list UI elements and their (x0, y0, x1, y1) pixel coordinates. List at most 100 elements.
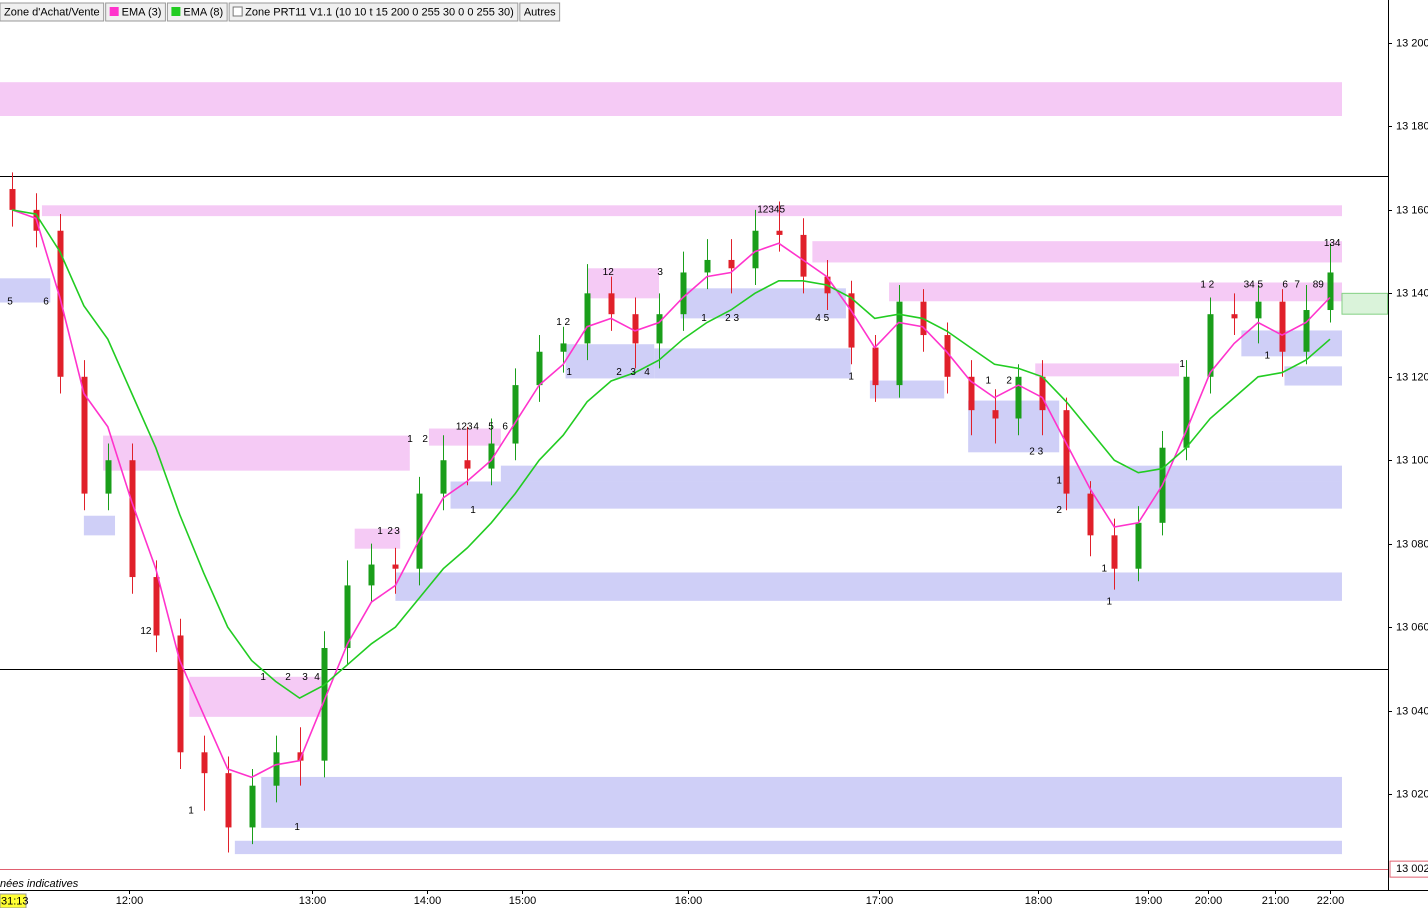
candle-body (968, 376, 975, 411)
cursor-label: 31:13 (1, 895, 29, 907)
zone-count-label: 2 (1056, 505, 1062, 516)
candle-body (1303, 310, 1310, 352)
candle-body (704, 259, 711, 273)
candle-body (1135, 522, 1142, 569)
zone-count-label: 1 2 (1200, 280, 1214, 291)
zone-count-label: 12345 (757, 205, 785, 216)
legend-label: EMA (3) (122, 6, 162, 18)
legend-tab-bg (166, 2, 228, 22)
candle-body (321, 647, 328, 761)
zone (354, 528, 401, 549)
candle-body (440, 460, 447, 494)
zone-count-label: 1 (701, 313, 707, 324)
y-tick-label: 13 040 (1396, 705, 1428, 717)
legend-label: Zone PRT11 V1.1 (10 10 t 15 200 0 255 30… (245, 6, 514, 18)
candle-body (536, 351, 543, 386)
zone-count-label: 2 (285, 672, 291, 683)
candle-body (752, 230, 759, 269)
candles (9, 172, 1334, 853)
zone (968, 400, 1060, 453)
candle-body (464, 460, 471, 469)
zone-count-label: 3 (630, 367, 636, 378)
legend-item: EMA (3) (105, 2, 166, 22)
candle-body (225, 773, 232, 828)
zone-count-label: 6 (502, 421, 508, 432)
last-price-box (1389, 860, 1428, 878)
zone-count-label: 12 (603, 267, 615, 278)
zone-count-label: 1 (1101, 563, 1107, 574)
candle-body (57, 230, 64, 377)
zone-count-label: 1 (407, 434, 413, 445)
zone-count-label: 3 (657, 267, 663, 278)
zone (83, 515, 116, 536)
x-tick-label: 13:00 (299, 895, 327, 907)
candle-body (1039, 376, 1046, 411)
zone-count-label: 2 (387, 526, 393, 537)
zone-count-label: 1 (188, 805, 194, 816)
zone (565, 344, 655, 379)
candle-body (608, 293, 615, 315)
x-tick-label: 20:00 (1195, 895, 1223, 907)
y-tick-label: 13 200 (1396, 37, 1428, 49)
zone-count-label: 1 (294, 822, 300, 833)
zone-count-label: 3 (394, 526, 400, 537)
candle-body (584, 293, 591, 344)
y-tick-label: 13 100 (1396, 454, 1428, 466)
y-tick-label: 13 020 (1396, 788, 1428, 800)
legend-label: Autres (524, 6, 556, 18)
candle-body (249, 785, 256, 828)
zone (1284, 366, 1342, 386)
time-axis-panel (0, 890, 1428, 908)
candle-body (1231, 314, 1238, 319)
zone (587, 268, 660, 299)
y-tick-label: 13 160 (1396, 204, 1428, 216)
zone (654, 348, 851, 379)
candle-body (1015, 376, 1022, 419)
candle-body (1183, 376, 1190, 448)
y-tick-label: 13 120 (1396, 371, 1428, 383)
x-tick-label: 14:00 (414, 895, 442, 907)
zone-count-label: 4 (473, 421, 479, 432)
zone-count-label: 2 (422, 434, 428, 445)
candle-body (632, 314, 639, 344)
zone-count-label: 1 (260, 672, 266, 683)
zone-count-label: 12 (140, 626, 152, 637)
y-tick-label: 13 140 (1396, 287, 1428, 299)
legend-label: Zone d'Achat/Vente (4, 6, 100, 18)
candle-body (81, 376, 88, 494)
zone-count-label: 1 (1264, 351, 1270, 362)
last-price-label: 13 002 (1396, 863, 1428, 875)
candle-body (560, 343, 567, 352)
zone-count-label: 1 (985, 376, 991, 387)
candle-body (344, 585, 351, 648)
candle-body (656, 314, 663, 344)
zone-count-label: 1 (1179, 359, 1185, 370)
legend-other: Autres (519, 2, 561, 22)
levels (0, 176, 1388, 870)
price-axis-panel (1388, 0, 1428, 890)
candle-body (1255, 301, 1262, 319)
zone-count-label: 7 (1294, 280, 1300, 291)
candle-body (177, 635, 184, 753)
candle-body (153, 577, 160, 636)
zone-count-label: 6 (1282, 280, 1288, 291)
zone-count-label: 5 (7, 296, 13, 307)
zone (812, 241, 1342, 263)
cursor-label-box (0, 893, 27, 908)
candle-body (1063, 410, 1070, 494)
zone-count-label: 1 (1107, 597, 1113, 608)
candle-body (944, 335, 951, 377)
candle-body (896, 301, 903, 386)
zone-count-label: 3 (302, 672, 308, 683)
candle-body (728, 259, 735, 269)
candle-body (1111, 535, 1118, 569)
legend-swatch (232, 6, 243, 17)
candle-body (105, 460, 112, 494)
zone-count-label: 1 (848, 371, 854, 382)
candle-body (488, 443, 495, 469)
ema-line (11, 209, 1331, 779)
